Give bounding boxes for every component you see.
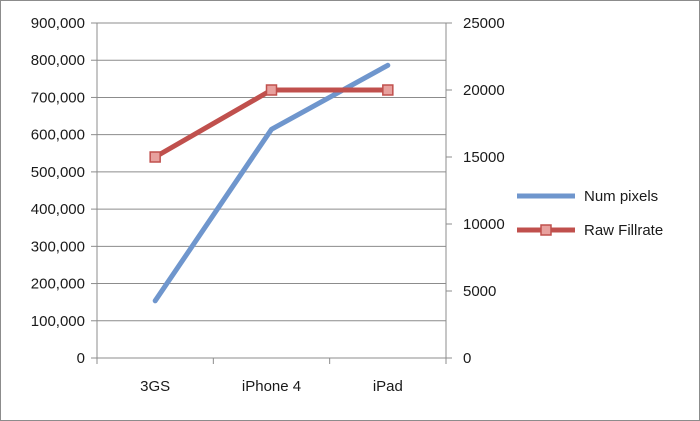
x-axis-tick-label: iPhone 4 [242, 378, 301, 395]
legend: Num pixels Raw Fillrate [517, 188, 663, 239]
right-axis-tick-label: 20000 [463, 82, 505, 99]
right-axis-tick-label: 5000 [463, 283, 496, 300]
right-axis-tick-label: 10000 [463, 216, 505, 233]
left-axis-tick-label: 700,000 [31, 89, 85, 106]
x-axis-tick-label: 3GS [140, 378, 170, 395]
left-axis-tick-label: 500,000 [31, 164, 85, 181]
series-line-1 [152, 87, 391, 160]
series-marker [265, 84, 278, 96]
gridlines [97, 22, 446, 359]
left-axis-tick-label: 100,000 [31, 313, 85, 330]
series [149, 62, 394, 304]
legend-marker-1 [540, 224, 552, 236]
left-axis-tick-label: 600,000 [31, 127, 85, 144]
left-axis-tick-label: 200,000 [31, 276, 85, 293]
axes [91, 22, 452, 364]
right-axis-tick-label: 25000 [463, 15, 505, 32]
left-axis-tick-label: 900,000 [31, 15, 85, 32]
x-axis-tick-labels: 3GS iPhone 4 iPad [140, 378, 403, 395]
series-marker [382, 84, 394, 96]
series-marker [149, 151, 161, 163]
right-axis-tick-label: 0 [463, 350, 471, 367]
series-line-0 [152, 62, 391, 304]
left-axis-tick-label: 0 [77, 350, 85, 367]
legend-label: Raw Fillrate [584, 222, 663, 239]
right-axis-tick-label: 15000 [463, 149, 505, 166]
left-axis-tick-labels: 0 100,000 200,000 300,000 400,000 500,000 600,… [31, 15, 85, 367]
right-axis-tick-labels: 0 5000 10000 15000 20000 25000 [463, 15, 505, 367]
legend-label: Num pixels [584, 188, 658, 205]
left-axis-tick-label: 300,000 [31, 238, 85, 255]
left-axis-tick-label: 400,000 [31, 201, 85, 218]
x-axis-tick-label: iPad [373, 378, 403, 395]
left-axis-tick-label: 800,000 [31, 52, 85, 69]
